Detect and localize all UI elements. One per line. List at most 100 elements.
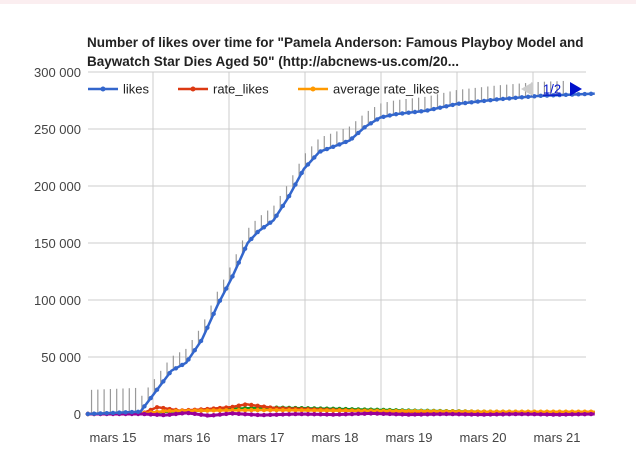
data-point	[255, 407, 260, 413]
x-tick-label: mars 18	[312, 430, 359, 445]
data-point	[161, 412, 166, 418]
y-tick-label: 200 000	[34, 179, 81, 194]
data-point	[242, 407, 248, 413]
data-point	[192, 408, 197, 413]
data-point	[217, 408, 223, 413]
data-point	[293, 411, 298, 417]
data-point	[563, 412, 569, 417]
gridlines	[88, 71, 586, 415]
data-point	[551, 93, 556, 98]
data-point	[362, 411, 367, 416]
data-point	[412, 412, 418, 417]
data-point	[330, 144, 336, 149]
legend-next-page-icon[interactable]	[570, 82, 582, 96]
data-point	[217, 298, 223, 303]
data-point	[368, 121, 374, 126]
data-point	[154, 412, 160, 417]
data-point	[299, 408, 304, 413]
data-point	[588, 91, 594, 97]
data-point	[519, 95, 525, 100]
data-point	[211, 311, 216, 317]
legend-prev-page-icon[interactable]	[521, 82, 533, 96]
data-point	[393, 411, 399, 417]
data-point	[167, 370, 172, 376]
data-point	[425, 412, 430, 417]
data-point	[494, 97, 499, 102]
data-point	[318, 149, 323, 154]
data-point	[224, 408, 229, 413]
data-point	[507, 411, 512, 417]
data-point	[268, 407, 273, 413]
data-point	[337, 412, 342, 417]
data-point	[280, 412, 286, 417]
legend-page-indicator: 1/2	[543, 82, 561, 97]
legend-label: average rate_likes	[333, 82, 440, 97]
data-point	[161, 379, 166, 384]
data-point	[525, 411, 531, 417]
data-point	[142, 411, 147, 417]
data-point	[450, 102, 455, 108]
data-point	[255, 412, 260, 418]
data-point	[173, 408, 179, 414]
data-point	[186, 410, 191, 416]
data-point	[563, 92, 569, 98]
data-point	[419, 409, 424, 414]
data-point	[242, 246, 248, 251]
data-point	[519, 411, 525, 417]
data-point	[544, 412, 550, 417]
data-point	[324, 412, 330, 417]
data-point	[431, 106, 436, 112]
data-point	[444, 411, 449, 417]
data-point	[154, 387, 160, 392]
data-point	[211, 408, 216, 413]
data-point	[148, 395, 153, 401]
data-point	[224, 411, 229, 417]
data-point	[444, 104, 449, 109]
data-point	[582, 91, 587, 97]
data-point	[261, 407, 267, 413]
data-point	[507, 96, 512, 101]
data-point	[249, 407, 254, 413]
series-line-likes	[87, 92, 595, 416]
y-tick-label: 250 000	[34, 122, 81, 137]
data-point	[538, 93, 543, 99]
data-point	[406, 412, 411, 417]
data-point	[393, 111, 399, 117]
data-point	[280, 203, 286, 209]
data-point	[387, 411, 392, 417]
data-point	[337, 408, 342, 413]
data-point	[425, 108, 430, 113]
data-point	[85, 411, 91, 417]
data-point	[500, 412, 506, 417]
data-point	[393, 408, 399, 414]
data-point	[173, 366, 179, 371]
data-point	[205, 325, 210, 330]
data-point	[337, 142, 342, 147]
data-point	[387, 113, 392, 118]
data-point	[110, 410, 116, 416]
data-point	[532, 94, 537, 99]
data-point	[343, 412, 348, 417]
data-point	[255, 229, 260, 235]
data-point	[305, 411, 311, 417]
data-point	[161, 409, 166, 414]
data-point	[362, 125, 367, 130]
data-point	[148, 412, 153, 417]
data-point	[236, 403, 241, 408]
data-point	[305, 162, 311, 167]
data-point	[450, 411, 455, 417]
data-point	[236, 408, 241, 413]
data-point	[161, 405, 166, 411]
data-point	[381, 114, 386, 120]
data-point	[557, 92, 562, 98]
data-point	[249, 412, 254, 417]
data-point	[419, 412, 424, 417]
data-point	[356, 408, 361, 413]
data-point	[481, 412, 487, 417]
data-point	[249, 236, 254, 242]
data-point	[456, 411, 462, 417]
legend-marker	[310, 86, 316, 92]
data-point	[286, 193, 292, 199]
data-point	[475, 412, 481, 417]
